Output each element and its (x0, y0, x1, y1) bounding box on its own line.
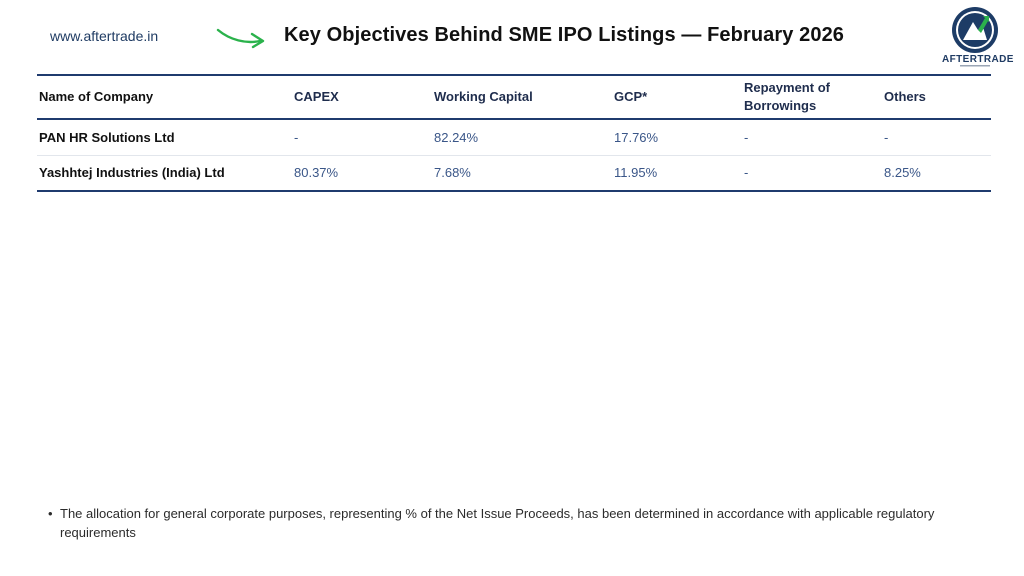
arrow-right-icon (216, 28, 265, 49)
logo-tagline-mark (960, 65, 990, 67)
column-header: GCP* (612, 75, 742, 120)
working-capital-cell: 7.68% (434, 165, 471, 181)
logo-wordmark: AFTERTRADE (942, 54, 1014, 65)
company-name-cell: Yashhtej Industries (India) Ltd (39, 165, 225, 181)
column-header: Name of Company (37, 75, 292, 120)
capex-cell: - (292, 119, 432, 156)
bullet-icon: • (48, 506, 53, 521)
page-title: Key Objectives Behind SME IPO Listings —… (284, 24, 845, 46)
repayment-cell: - (742, 119, 882, 156)
objectives-table: Name of Company CAPEX Working Capital GC… (37, 74, 991, 192)
others-cell: - (882, 119, 991, 156)
table-header-row: Name of Company CAPEX Working Capital GC… (37, 75, 991, 120)
aftertrade-logo: AFTERTRADE (942, 6, 1014, 68)
column-header: Others (882, 75, 991, 120)
table-row: PAN HR Solutions Ltd - 82.24% 17.76% - - (37, 119, 991, 156)
capex-cell: 80.37% (294, 165, 339, 181)
working-capital-cell: 82.24% (432, 119, 612, 156)
repayment-cell: - (744, 165, 749, 181)
column-header: Repayment of Borrowings (742, 75, 882, 120)
footnote-text: The allocation for general corporate pur… (60, 506, 935, 540)
table-row: Yashhtej Industries (India) Ltd 80.37% 7… (37, 155, 991, 191)
company-name-cell: PAN HR Solutions Ltd (37, 119, 292, 156)
gcp-cell: 17.76% (612, 119, 742, 156)
column-header: Working Capital (432, 75, 612, 120)
gcp-cell: 11.95% (614, 165, 658, 181)
objectives-table-container: Name of Company CAPEX Working Capital GC… (37, 74, 991, 192)
logo-badge-icon (952, 7, 998, 53)
column-header: CAPEX (292, 75, 432, 120)
others-cell: 8.25% (884, 165, 921, 181)
site-url[interactable]: www.aftertrade.in (50, 28, 159, 44)
footnote: • The allocation for general corporate p… (48, 504, 978, 542)
